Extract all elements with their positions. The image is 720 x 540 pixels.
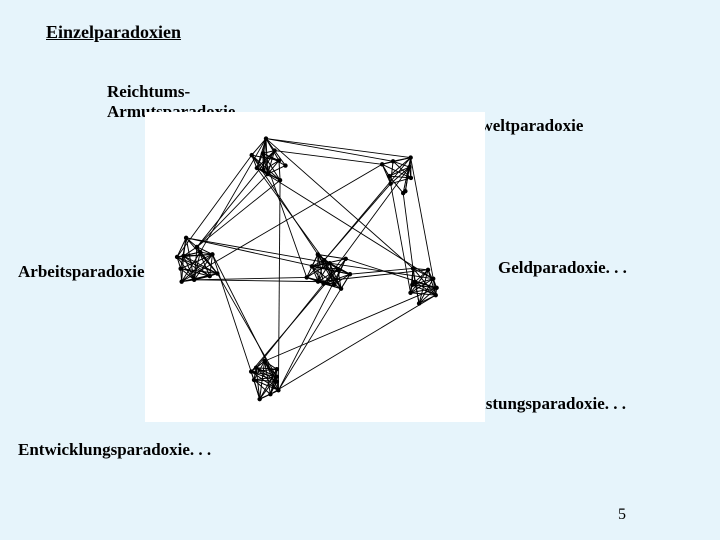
label-reichtums-line1: Reichtums-	[107, 82, 190, 102]
label-geld: Geldparadoxie. . .	[498, 258, 627, 278]
label-ruestung: Rüstungsparadoxie. . .	[464, 394, 626, 414]
page-number: 5	[618, 506, 626, 524]
slide-page: Einzelparadoxien Reichtums- Armutsparado…	[0, 0, 720, 540]
label-entwicklung: Entwicklungsparadoxie. . .	[18, 440, 211, 460]
network-diagram	[145, 112, 485, 422]
label-arbeit: Arbeitsparadoxie. . .	[18, 262, 166, 282]
page-title: Einzelparadoxien	[46, 22, 181, 43]
